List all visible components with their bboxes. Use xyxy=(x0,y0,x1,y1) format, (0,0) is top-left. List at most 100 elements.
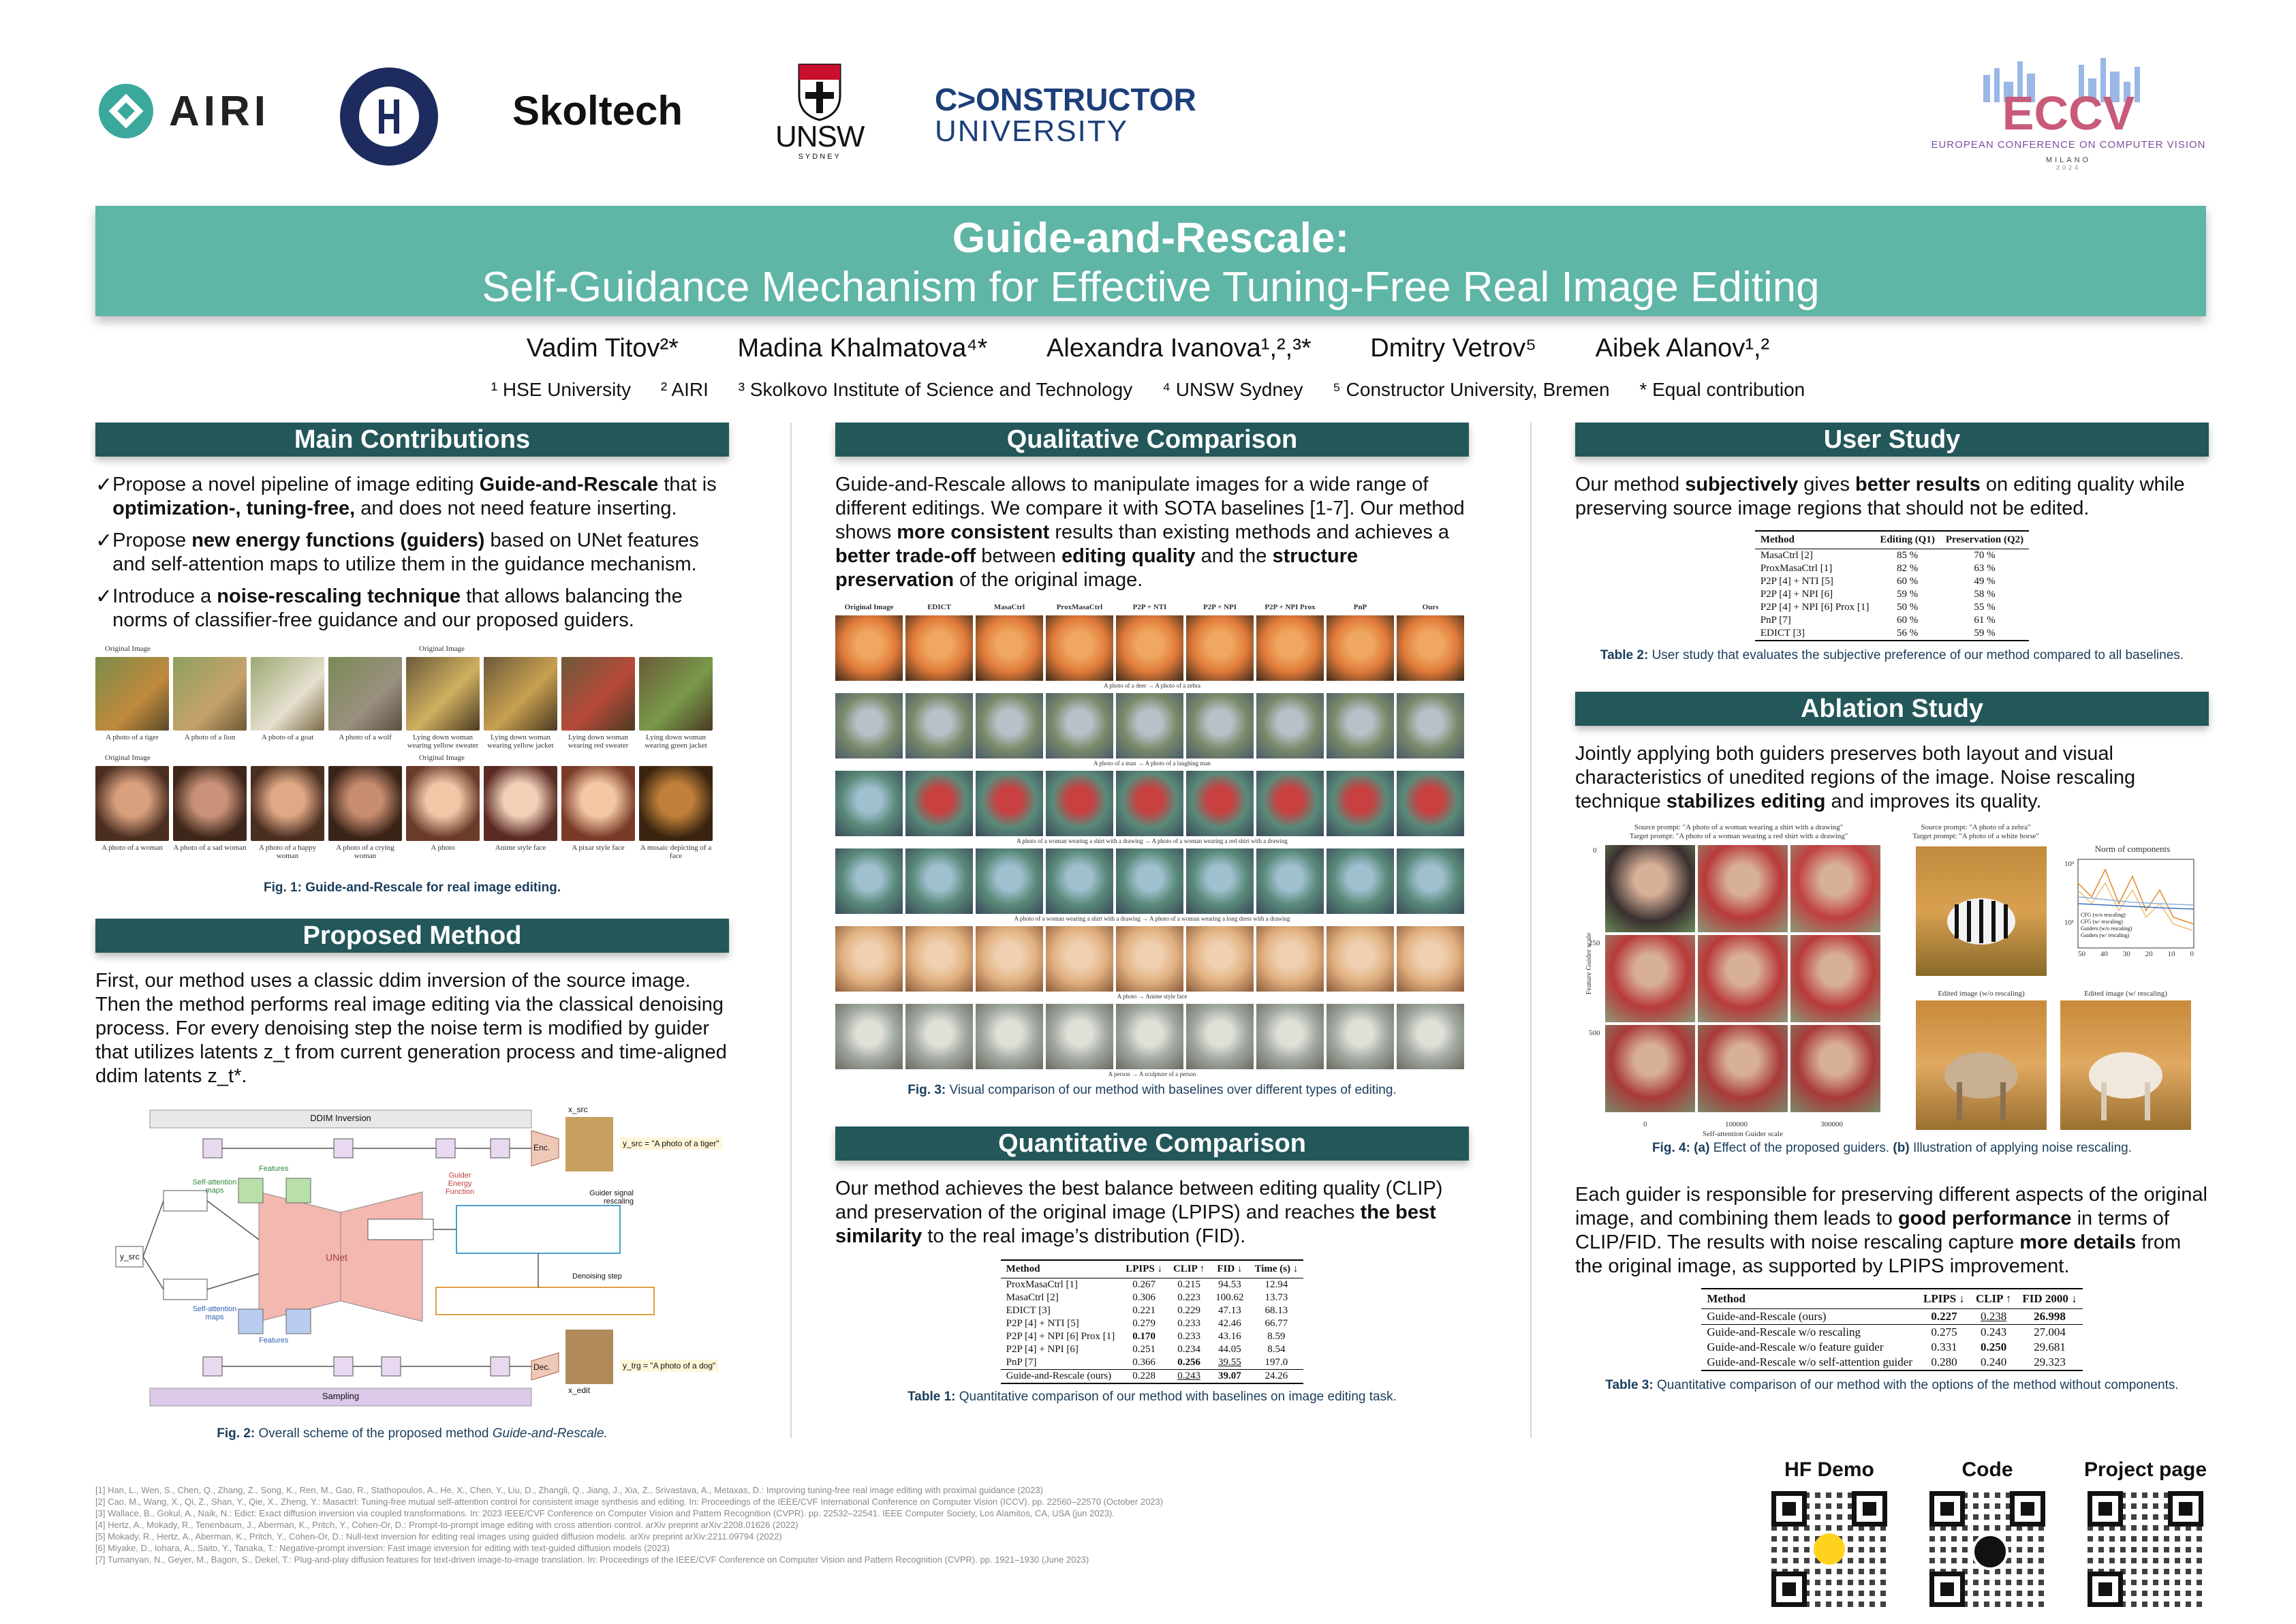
norm-chart-legend: CFG (w/o rescaling) CFG (w/ rescaling) G… xyxy=(2081,912,2132,939)
wolf-image xyxy=(328,657,402,731)
ablation-text: Jointly applying both guiders preserves … xyxy=(1575,743,2136,812)
code-link[interactable]: Code xyxy=(1923,1458,2052,1610)
table-row: PnP [7] 0.366 0.256 39.55 197.0 xyxy=(1001,1356,1304,1370)
figure-4: Source prompt: "A photo of a woman weari… xyxy=(1575,823,2209,1138)
hf-demo-qr-icon[interactable] xyxy=(1769,1488,1890,1610)
table-cell: 0.227 xyxy=(1918,1308,1970,1325)
table-cell: P2P [4] + NPI [6] xyxy=(1006,1344,1079,1355)
table-cell: Guide-and-Rescale w/o self-attention gui… xyxy=(1701,1355,1918,1371)
reference-item: [5] Mokady, R., Hertz, A., Aberman, K., … xyxy=(95,1531,782,1542)
fig4a-source-prompt: Source prompt: "A photo of a woman weari… xyxy=(1634,823,1844,831)
fig4b-source-prompt: Source prompt: "A photo of a zebra" xyxy=(1921,823,2031,831)
y-src-label: y_src xyxy=(120,1252,140,1261)
table-cell: 47.13 xyxy=(1217,1305,1241,1316)
column-divider xyxy=(790,423,792,1438)
table-cell: 68.13 xyxy=(1265,1305,1288,1316)
table-cell: 66.77 xyxy=(1265,1318,1288,1329)
table-cell: 29.681 xyxy=(2034,1340,2066,1353)
fig-sublabel: A photo of a goat xyxy=(261,733,314,741)
fig3-image xyxy=(1256,1004,1324,1069)
project-page-link[interactable]: Project page xyxy=(2081,1458,2210,1610)
fig3-image xyxy=(905,1004,973,1069)
unsw-subtitle: SYDNEY xyxy=(798,153,841,161)
ablation-grid-image xyxy=(1790,845,1880,932)
table-cell: 63 % xyxy=(1974,563,1996,574)
table-cell: P2P [4] + NTI [5] xyxy=(1006,1318,1079,1329)
reference-item: [1] Han, L., Wen, S., Chen, Q., Zhang, Z… xyxy=(95,1485,1043,1495)
table-1: Method LPIPS ↓ CLIP ↑ FID ↓ Time (s) ↓ P… xyxy=(835,1259,1469,1384)
airi-wordmark: AIRI xyxy=(169,87,270,135)
table-cell: 0.366 xyxy=(1132,1357,1155,1368)
fig3-image xyxy=(1397,693,1464,759)
hf-demo-link[interactable]: HF Demo xyxy=(1765,1458,1894,1610)
table-cell: 55 % xyxy=(1974,602,1996,613)
skoltech-logo: Skoltech xyxy=(512,87,683,134)
table-cell: 0.215 xyxy=(1177,1279,1200,1290)
table-cell: 0.256 xyxy=(1177,1357,1200,1368)
contributions-list: ✓ Propose a novel pipeline of image edit… xyxy=(95,473,729,632)
table-row: P2P [4] + NTI [5] 60 % 49 % xyxy=(1755,575,2029,588)
fig3-image xyxy=(1327,1004,1394,1069)
author: Madina Khalmatova⁴* xyxy=(737,334,988,363)
fig3-image xyxy=(1327,771,1394,836)
table-cell: 100.62 xyxy=(1215,1292,1244,1303)
column-divider xyxy=(1530,423,1532,1438)
legend-item: CFG (w/ rescaling) xyxy=(2081,919,2123,925)
face-photo-image xyxy=(406,766,480,841)
table-header: FID ↓ xyxy=(1210,1259,1250,1278)
fig-sublabel: Anime style face xyxy=(495,844,546,852)
project-page-qr-icon[interactable] xyxy=(2085,1488,2206,1610)
table-cell: 94.53 xyxy=(1217,1279,1241,1290)
fig-sublabel: Original Image xyxy=(419,645,465,653)
fig3-column-header: Original Image xyxy=(844,603,894,611)
affiliation: ⁴ UNSW Sydney xyxy=(1162,379,1303,400)
table-row: ProxMasaCtrl [1] 82 % 63 % xyxy=(1755,562,2029,575)
fig3-row-caption: A photo of a deer → A photo of a zebra xyxy=(1104,682,1200,689)
table-cell: 0.279 xyxy=(1132,1318,1155,1329)
fig3-column-header: P2P + NPI Prox xyxy=(1265,603,1316,611)
ablation-table: Method LPIPS ↓ CLIP ↑ FID 2000 ↓ Guide-a… xyxy=(1701,1288,2083,1371)
fig4a-xlabel: Self-attention Guider scale xyxy=(1703,1130,1783,1138)
fig3-row-caption: A photo of a man → A photo of a laughing… xyxy=(1093,760,1211,767)
affiliation: ¹ HSE University xyxy=(491,379,632,400)
fig3-image xyxy=(1046,693,1113,759)
table-cell: P2P [4] + NTI [5] xyxy=(1760,576,1833,587)
fig3-image xyxy=(1327,926,1394,992)
table-cell: 39.55 xyxy=(1217,1357,1241,1368)
fig3-image xyxy=(1256,926,1324,992)
fig3-image xyxy=(1116,926,1183,992)
features-label: Features xyxy=(259,1165,289,1173)
references: [1] Han, L., Wen, S., Chen, Q., Zhang, Z… xyxy=(95,1484,1390,1565)
table-cell: EDICT [3] xyxy=(1006,1305,1051,1316)
fig4b-target-prompt: Target prompt: "A photo of a white horse… xyxy=(1912,832,2039,840)
fig3-image xyxy=(1327,693,1394,759)
dec-label: Dec. xyxy=(533,1362,550,1372)
norm-chart xyxy=(2077,859,2194,949)
self-attention-maps-label: Self-attention maps xyxy=(192,1178,237,1195)
fig3-image xyxy=(1186,1004,1254,1069)
table-2: Method Editing (Q1) Preservation (Q2) Ma… xyxy=(1575,530,2209,641)
fig3-image xyxy=(1186,926,1254,992)
face-mosaic-image xyxy=(639,766,713,841)
method-scheme-svg xyxy=(115,1109,655,1407)
contribution-item: ✓ Propose new energy functions (guiders)… xyxy=(95,530,699,575)
fig3-image xyxy=(976,693,1043,759)
ablation-grid-image xyxy=(1605,935,1695,1022)
woman-green-image xyxy=(639,657,713,731)
reference-item: [2] Cao, M., Wang, X., Qi, Z., Shan, Y.,… xyxy=(95,1497,1164,1507)
tiger-image xyxy=(95,657,169,731)
fig3-column-header: EDICT xyxy=(927,603,951,611)
table-cell: 0.228 xyxy=(1120,1369,1168,1384)
ablation-grid-image xyxy=(1698,935,1788,1022)
table-header: CLIP ↑ xyxy=(1970,1288,2017,1309)
table-cell: 24.26 xyxy=(1249,1369,1304,1384)
author: Aibek Alanov¹,² xyxy=(1595,334,1770,363)
fig3-image xyxy=(835,848,903,914)
fig3-image-row xyxy=(835,693,1469,759)
code-qr-icon[interactable] xyxy=(1927,1488,2048,1610)
table-cell: 0.275 xyxy=(1931,1326,1957,1338)
fig-sublabel: Lying down woman wearing green jacket xyxy=(645,733,707,750)
table-cell: P2P [4] + NPI [6] Prox [1] xyxy=(1006,1331,1115,1342)
figure-3-grid: Original Image EDICT MasaCtrl ProxMasaCtrl P… xyxy=(835,603,1469,1077)
table-cell: 82 % xyxy=(1897,563,1919,574)
